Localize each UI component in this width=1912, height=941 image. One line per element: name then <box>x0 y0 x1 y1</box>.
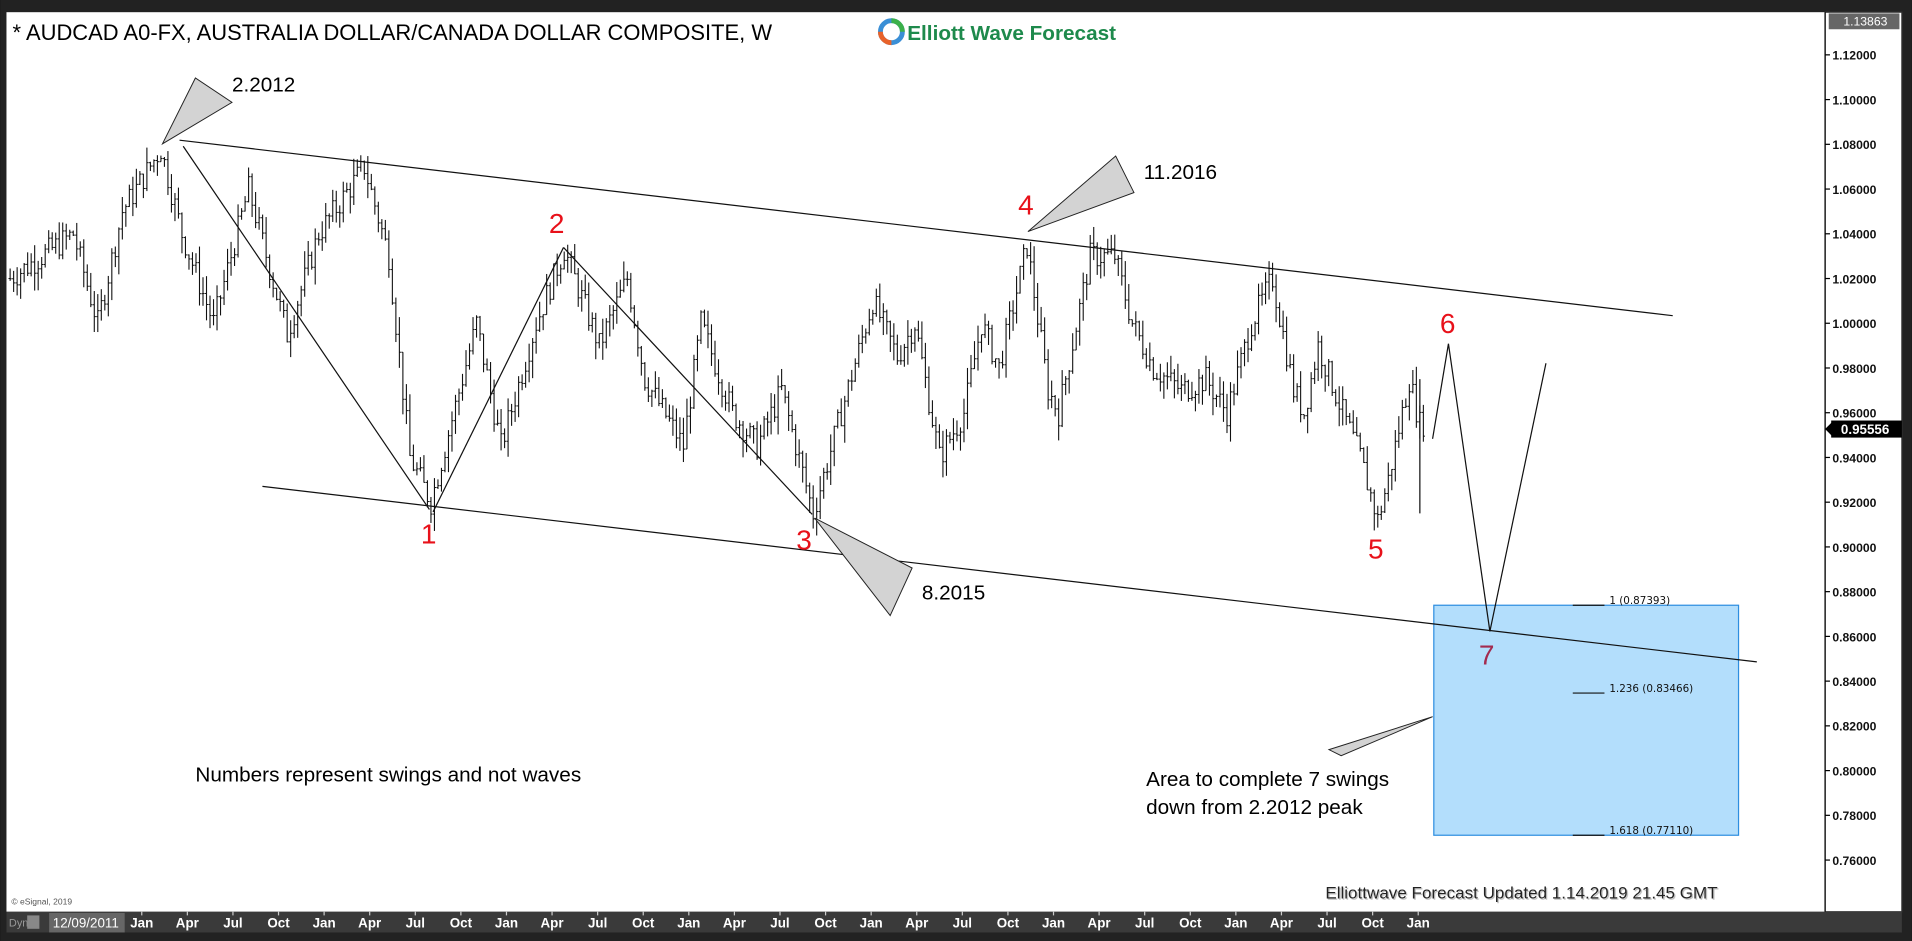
time-axis[interactable] <box>6 911 1902 933</box>
x-tick-label: Apr <box>541 916 565 931</box>
y-tick-label: 0.84000 <box>1832 675 1876 689</box>
dyn-label[interactable]: Dyn <box>9 917 29 929</box>
note-text: Numbers represent swings and not waves <box>195 763 581 786</box>
x-tick-label: Jul <box>223 916 242 931</box>
elliott-wave-logo-icon <box>877 18 905 46</box>
x-tick-label: Jan <box>1407 916 1430 931</box>
y-tick-label: 0.80000 <box>1832 764 1876 778</box>
swing-line-peak-1[interactable] <box>182 145 430 510</box>
chart-title: * AUDCAD A0-FX, AUSTRALIA DOLLAR/CANADA … <box>13 20 773 45</box>
y-axis-ticks: 1.12000 1.10000 1.08000 1.06000 1.04000 1.020… <box>1825 49 1877 868</box>
x-tick-label: Jul <box>953 916 972 931</box>
y-tick-label: 1.12000 <box>1832 49 1876 63</box>
x-tick-label: Jul <box>588 916 607 931</box>
y-tick-label: 1.04000 <box>1832 228 1876 242</box>
channel-upper-line[interactable] <box>179 139 1673 317</box>
x-tick-label: Jan <box>313 916 336 931</box>
last-price-badge: 0.95556 <box>1841 422 1889 437</box>
x-tick-label: Apr <box>905 916 929 931</box>
callout-2012-triangle <box>161 77 233 146</box>
fib-levels: 1 (0.87393) 1.236 (0.83466) 1.618 (0.77110… <box>1572 595 1693 837</box>
price-bars <box>8 147 1425 536</box>
y-tick-label: 1.06000 <box>1832 183 1876 197</box>
y-tick-label: 1.08000 <box>1832 138 1876 152</box>
y-tick-label: 1.10000 <box>1832 93 1876 107</box>
x-tick-label: Apr <box>723 916 747 931</box>
trend-lines <box>179 139 1757 663</box>
top-price-badge: 1.13863 <box>1843 15 1887 29</box>
logo-text: Elliott Wave Forecast <box>907 22 1116 45</box>
channel-lower-line[interactable] <box>262 485 1757 663</box>
y-tick-label: 0.86000 <box>1832 630 1876 644</box>
x-tick-label: Apr <box>1270 916 1294 931</box>
x-tick-label: Oct <box>1179 916 1202 931</box>
fib-level-label: 1.236 (0.83466) <box>1609 683 1693 695</box>
x-tick-label: Oct <box>1361 916 1384 931</box>
x-tick-label: Jan <box>495 916 518 931</box>
x-tick-label: Oct <box>632 916 655 931</box>
fib-level-label: 1.618 (0.77110) <box>1609 825 1693 837</box>
callout-2016-label: 11.2016 <box>1144 161 1217 184</box>
x-tick-label: Jan <box>130 916 153 931</box>
callout-2016-triangle <box>1027 155 1135 233</box>
y-tick-label: 0.78000 <box>1832 809 1876 823</box>
x-tick-label: Jan <box>860 916 883 931</box>
callout-2015-triangle <box>814 517 913 617</box>
callout-2012-label: 2.2012 <box>232 73 295 96</box>
swing-label-4: 4 <box>1018 190 1034 221</box>
target-area-box <box>1433 604 1740 836</box>
x-tick-label: Jan <box>1042 916 1065 931</box>
callout-2015-label: 8.2015 <box>922 582 985 605</box>
x-tick-label: Jul <box>1135 916 1154 931</box>
x-axis-ticks: Jan Apr Jul Oct Jan Apr Jul Oct Jan Apr Jul Oct Jan A… <box>130 911 1430 931</box>
y-tick-label: 0.92000 <box>1832 496 1876 510</box>
area-text-line2: down from 2.2012 peak <box>1146 796 1363 819</box>
callout-area-triangle <box>1327 716 1433 757</box>
swing-label-7: 7 <box>1479 639 1495 670</box>
x-tick-label: Oct <box>450 916 473 931</box>
y-tick-label: 0.82000 <box>1832 720 1876 734</box>
forecast-path[interactable] <box>1431 343 1547 632</box>
fib-level-label: 1 (0.87393) <box>1609 595 1670 607</box>
x-tick-label: Oct <box>267 916 290 931</box>
swing-line-2-3[interactable] <box>563 247 813 515</box>
x-tick-label: Jan <box>677 916 700 931</box>
x-tick-label: Apr <box>358 916 382 931</box>
updated-text: Elliottwave Forecast Updated 1.14.2019 2… <box>1325 883 1718 902</box>
y-tick-label: 0.88000 <box>1832 586 1876 600</box>
x-tick-label: Apr <box>176 916 200 931</box>
area-text-line1: Area to complete 7 swings <box>1146 768 1389 791</box>
copyright-text: © eSignal, 2019 <box>11 896 72 906</box>
x-tick-label: Jan <box>1224 916 1247 931</box>
x-tick-label: Jul <box>1317 916 1336 931</box>
swing-line-1-2[interactable] <box>432 247 565 513</box>
swing-label-1: 1 <box>421 519 437 550</box>
swing-label-5: 5 <box>1368 533 1384 564</box>
y-tick-label: 0.96000 <box>1832 407 1876 421</box>
y-tick-label: 0.76000 <box>1832 854 1876 868</box>
x-tick-label: Jul <box>406 916 425 931</box>
x-tick-label: Oct <box>997 916 1020 931</box>
start-date-label: 12/09/2011 <box>53 916 119 931</box>
swing-label-3: 3 <box>796 525 812 556</box>
x-tick-label: Jul <box>770 916 789 931</box>
y-tick-label: 1.02000 <box>1832 272 1876 286</box>
x-tick-label: Apr <box>1088 916 1112 931</box>
swing-label-6: 6 <box>1440 308 1456 339</box>
swing-label-2: 2 <box>549 208 565 239</box>
y-tick-label: 1.00000 <box>1832 317 1876 331</box>
y-tick-label: 0.94000 <box>1832 451 1876 465</box>
y-tick-label: 0.98000 <box>1832 362 1876 376</box>
x-tick-label: Oct <box>814 916 837 931</box>
y-tick-label: 0.90000 <box>1832 541 1876 555</box>
fo-icon[interactable] <box>27 915 40 929</box>
